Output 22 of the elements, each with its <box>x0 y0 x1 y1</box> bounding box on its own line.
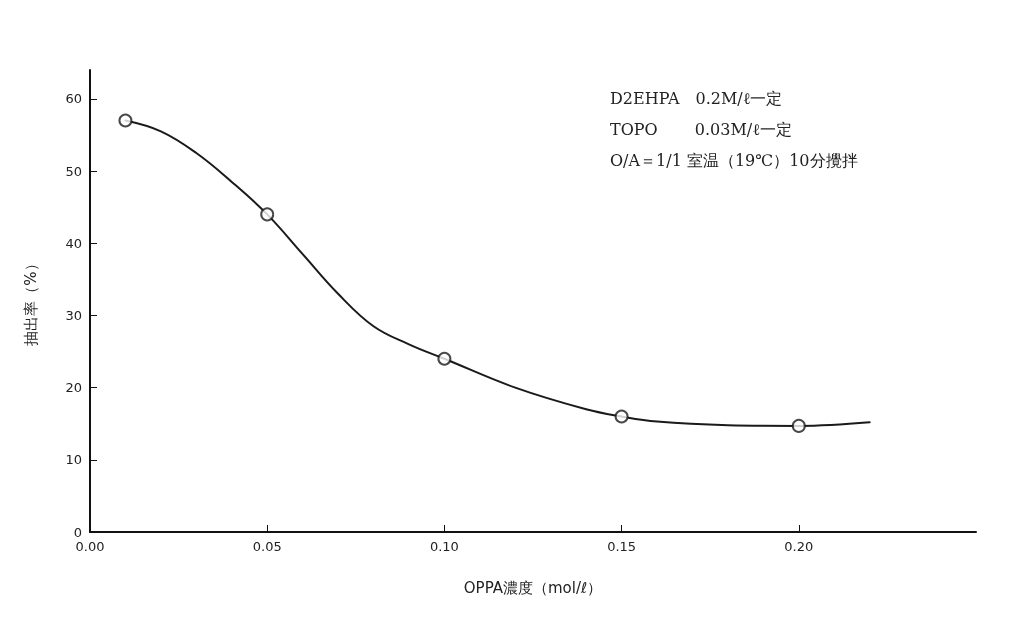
y-tick-label: 50 <box>65 163 82 179</box>
x-tick-label: 0.20 <box>784 539 814 554</box>
point <box>118 113 133 128</box>
y-tick-label: 30 <box>65 307 82 323</box>
point <box>260 207 275 222</box>
x-axis-title: OPPA濃度（mol/ℓ） <box>463 578 603 597</box>
point <box>791 418 806 433</box>
x-tick-label: 0.00 <box>75 539 105 554</box>
annotation: TOPO 0.03M/ℓ一定 <box>610 119 792 139</box>
y-axis-title: 抽出率（%） <box>21 256 40 346</box>
y-tick-label: 40 <box>65 235 82 251</box>
point <box>437 351 452 366</box>
point <box>614 409 629 424</box>
y-tick-label: 60 <box>65 91 82 107</box>
x-tick-label: 0.15 <box>607 539 637 554</box>
x-tick-label: 0.10 <box>429 539 459 554</box>
y-tick-label: 10 <box>65 452 82 468</box>
x-tick-label: 0.05 <box>252 539 282 554</box>
y-tick-label: 20 <box>65 380 82 396</box>
y-tick-label: 0 <box>73 524 82 540</box>
annotation: D2EHPA 0.2M/ℓ一定 <box>610 88 783 108</box>
annotation: O/A＝1/1 室温（19℃）10分攪拌 <box>610 150 858 170</box>
